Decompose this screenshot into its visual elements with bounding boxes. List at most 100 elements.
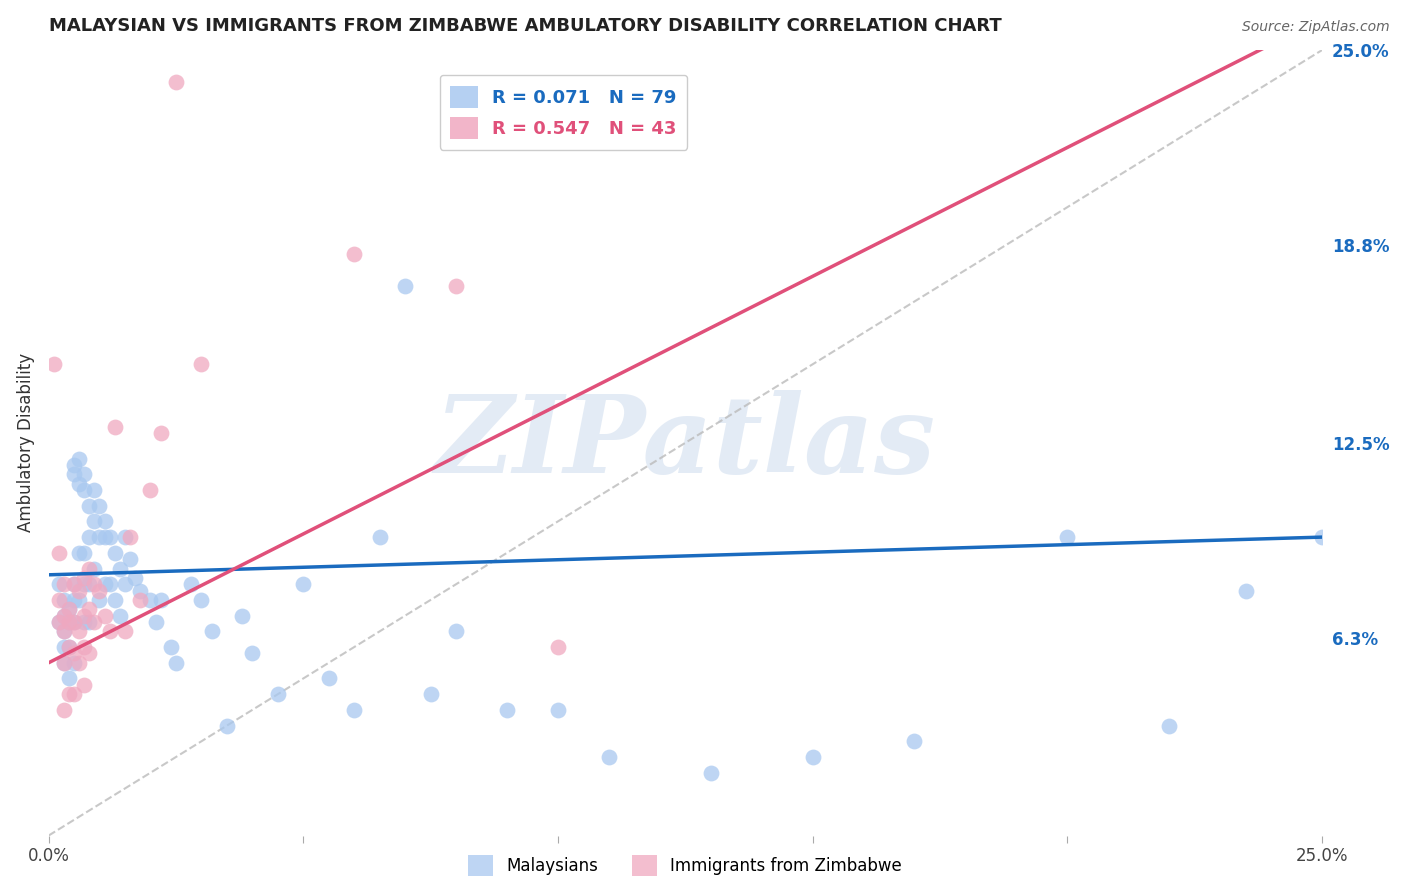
Point	[58, 672, 80, 686]
Point	[1056, 530, 1078, 544]
Point	[63, 615, 86, 629]
Text: ZIPatlas: ZIPatlas	[434, 390, 936, 496]
Point	[598, 750, 620, 764]
Point	[79, 530, 101, 544]
Point	[48, 593, 70, 607]
Point	[73, 571, 96, 585]
Point	[444, 278, 467, 293]
Point	[79, 602, 101, 616]
Point	[89, 530, 111, 544]
Point	[165, 74, 187, 88]
Point	[124, 571, 146, 585]
Point	[120, 530, 142, 544]
Point	[98, 577, 121, 591]
Point	[67, 546, 90, 560]
Point	[58, 602, 80, 616]
Point	[93, 530, 115, 544]
Point	[267, 687, 290, 701]
Point	[93, 515, 115, 529]
Point	[93, 608, 115, 623]
Point	[83, 577, 105, 591]
Point	[240, 646, 263, 660]
Point	[120, 552, 142, 566]
Point	[108, 561, 131, 575]
Point	[63, 687, 86, 701]
Point	[547, 703, 569, 717]
Point	[89, 499, 111, 513]
Point	[139, 483, 162, 497]
Point	[73, 483, 96, 497]
Point	[73, 467, 96, 482]
Point	[149, 593, 172, 607]
Point	[73, 640, 96, 654]
Point	[89, 593, 111, 607]
Point	[63, 577, 86, 591]
Point	[48, 577, 70, 591]
Point	[52, 656, 75, 670]
Point	[52, 577, 75, 591]
Point	[73, 577, 96, 591]
Point	[63, 458, 86, 472]
Point	[98, 530, 121, 544]
Point	[52, 640, 75, 654]
Point	[903, 734, 925, 748]
Point	[343, 247, 366, 261]
Point	[67, 593, 90, 607]
Point	[58, 615, 80, 629]
Point	[190, 357, 212, 371]
Y-axis label: Ambulatory Disability: Ambulatory Disability	[17, 353, 35, 533]
Point	[165, 656, 187, 670]
Point	[190, 593, 212, 607]
Point	[129, 583, 152, 598]
Point	[83, 615, 105, 629]
Point	[63, 593, 86, 607]
Point	[58, 640, 80, 654]
Point	[52, 593, 75, 607]
Point	[292, 577, 315, 591]
Point	[394, 278, 416, 293]
Legend: Malaysians, Immigrants from Zimbabwe: Malaysians, Immigrants from Zimbabwe	[461, 848, 908, 882]
Point	[52, 624, 75, 639]
Point	[1310, 530, 1333, 544]
Point	[343, 703, 366, 717]
Point	[48, 615, 70, 629]
Point	[52, 624, 75, 639]
Point	[159, 640, 181, 654]
Point	[129, 593, 152, 607]
Point	[89, 583, 111, 598]
Point	[63, 646, 86, 660]
Point	[63, 656, 86, 670]
Text: MALAYSIAN VS IMMIGRANTS FROM ZIMBABWE AMBULATORY DISABILITY CORRELATION CHART: MALAYSIAN VS IMMIGRANTS FROM ZIMBABWE AM…	[49, 17, 1001, 35]
Point	[145, 615, 167, 629]
Point	[1234, 583, 1257, 598]
Point	[108, 608, 131, 623]
Point	[79, 561, 101, 575]
Point	[73, 615, 96, 629]
Point	[200, 624, 222, 639]
Point	[444, 624, 467, 639]
Text: Source: ZipAtlas.com: Source: ZipAtlas.com	[1241, 20, 1389, 34]
Point	[231, 608, 253, 623]
Point	[52, 703, 75, 717]
Point	[1159, 718, 1181, 732]
Point	[139, 593, 162, 607]
Point	[79, 499, 101, 513]
Point	[48, 546, 70, 560]
Point	[58, 640, 80, 654]
Point	[700, 765, 723, 780]
Point	[114, 624, 136, 639]
Point	[114, 577, 136, 591]
Point	[79, 615, 101, 629]
Point	[63, 577, 86, 591]
Point	[63, 615, 86, 629]
Point	[52, 608, 75, 623]
Point	[42, 357, 65, 371]
Point	[419, 687, 441, 701]
Point	[83, 561, 105, 575]
Point	[215, 718, 238, 732]
Point	[104, 593, 127, 607]
Point	[58, 687, 80, 701]
Point	[67, 476, 90, 491]
Point	[801, 750, 824, 764]
Point	[73, 546, 96, 560]
